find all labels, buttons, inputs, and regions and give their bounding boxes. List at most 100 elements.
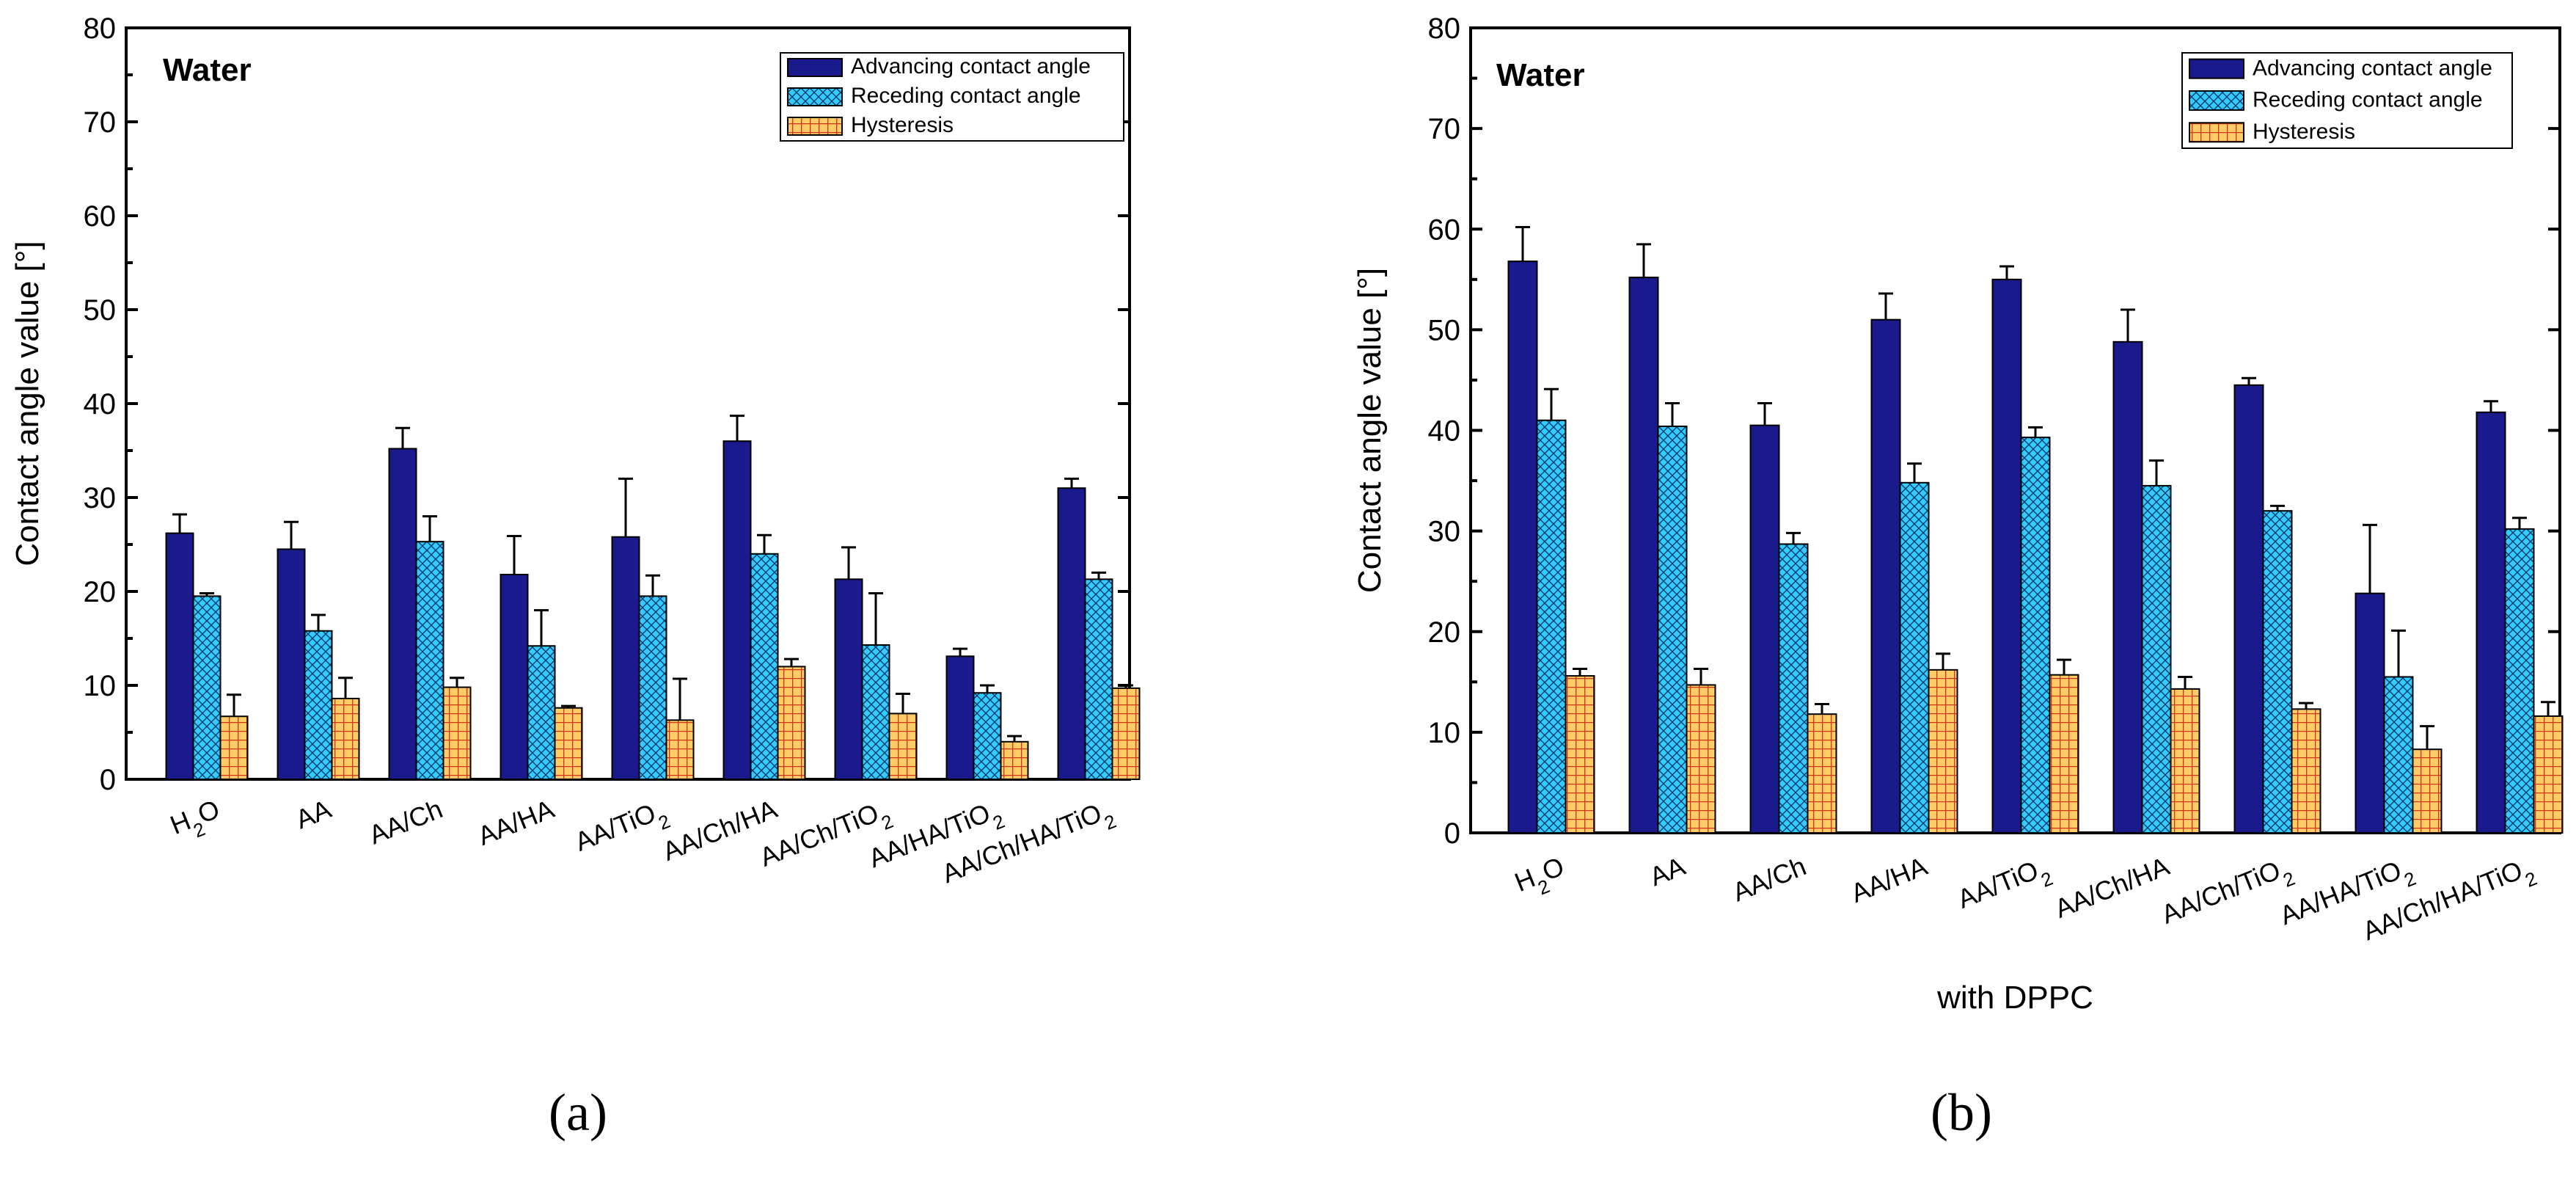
bar-hysteresis — [219, 715, 249, 780]
y-tick-label: 80 — [1428, 12, 1461, 45]
bar-hysteresis — [888, 713, 918, 781]
category-label: AA/Ch/HA — [2051, 850, 2173, 923]
bar-hysteresis — [2533, 715, 2564, 834]
y-tick-label: 50 — [1428, 314, 1461, 346]
category-label: AA/HA — [1846, 850, 1931, 908]
legend-swatch-hysteresis — [2189, 122, 2244, 143]
legend-swatch-hysteresis — [787, 117, 843, 136]
bar-hysteresis — [2291, 708, 2321, 834]
chart-b-caption: (b) — [1931, 1083, 1992, 1142]
legend-label-hysteresis: Hysteresis — [851, 113, 954, 137]
bar-receding — [1536, 419, 1567, 834]
bar-receding — [304, 630, 333, 781]
bar-advancing — [500, 573, 529, 781]
bar-hysteresis — [442, 686, 472, 780]
bar-advancing — [945, 655, 975, 780]
bar-advancing — [834, 578, 863, 780]
legend-label-advancing: Advancing contact angle — [2253, 56, 2492, 80]
bar-advancing — [722, 440, 752, 780]
bar-advancing — [1870, 318, 1901, 834]
y-tick-label: 60 — [1428, 214, 1461, 246]
bar-advancing — [1991, 278, 2022, 834]
legend-label-receding: Receding contact angle — [851, 84, 1081, 108]
bar-hysteresis — [1807, 713, 1837, 834]
legend-swatch-receding — [787, 87, 843, 106]
y-tick-label: 10 — [84, 670, 117, 702]
legend-label-hysteresis: Hysteresis — [2253, 120, 2355, 144]
chart-panel-a: 0 10 20 30 40 50 60 70 80 H2O AA AA/Ch AA/HA AA/TiO2 A… — [84, 12, 1141, 889]
chart-b-title: Water — [1496, 57, 1585, 93]
bar-advancing — [277, 548, 306, 781]
bar-hysteresis — [2049, 674, 2079, 834]
y-tick-label: 70 — [1428, 113, 1461, 145]
chart-a-title: Water — [163, 52, 252, 88]
bar-receding — [750, 553, 779, 780]
category-label: AA/HA — [473, 793, 558, 850]
bar-receding — [1657, 426, 1688, 834]
y-tick-label: 30 — [1428, 516, 1461, 548]
y-tick-label: 20 — [84, 576, 117, 608]
y-tick-label: 40 — [1428, 415, 1461, 448]
bar-hysteresis — [2170, 688, 2200, 834]
bar-receding — [527, 645, 556, 780]
y-tick-label: 40 — [84, 388, 117, 420]
bar-receding — [2383, 676, 2414, 834]
category-label: AA — [1645, 850, 1689, 892]
legend-swatch-advancing — [2189, 58, 2244, 79]
bar-hysteresis — [777, 666, 806, 781]
bar-hysteresis — [331, 697, 360, 780]
bar-hysteresis — [554, 707, 583, 780]
bar-receding — [973, 692, 1002, 780]
chart-a-ylabel: Contact angle value [°] — [10, 241, 45, 566]
legend-swatch-advancing — [787, 58, 843, 77]
bar-advancing — [1057, 487, 1086, 780]
category-label: AA/TiO2 — [571, 793, 673, 865]
category-label: H2O — [1510, 850, 1572, 906]
bar-receding — [2141, 484, 2172, 834]
category-label: AA/TiO2 — [1953, 850, 2056, 922]
bar-advancing — [1507, 260, 1538, 834]
bar-hysteresis — [1928, 668, 1958, 834]
bar-advancing — [2233, 384, 2264, 834]
bar-advancing — [2354, 592, 2385, 834]
bar-receding — [1899, 481, 1930, 834]
chart-a-caption: (a) — [549, 1083, 607, 1142]
y-tick-label: 0 — [1444, 817, 1460, 850]
category-label: H2O — [166, 793, 227, 849]
bar-receding — [192, 595, 222, 781]
bar-advancing — [388, 448, 417, 780]
category-label: AA/Ch/TiO2 — [2157, 850, 2298, 938]
y-tick-label: 20 — [1428, 616, 1461, 649]
bar-hysteresis — [2412, 748, 2443, 834]
bar-hysteresis — [1686, 684, 1716, 834]
bar-advancing — [611, 536, 640, 780]
y-tick-label: 70 — [84, 106, 117, 139]
chart-b-xlabel: with DPPC — [1936, 980, 2093, 1016]
bar-receding — [415, 541, 444, 780]
bar-receding — [861, 644, 890, 781]
bar-receding — [2020, 437, 2051, 834]
y-tick-label: 10 — [1428, 717, 1461, 749]
y-tick-label: 0 — [100, 764, 116, 796]
legend-label-receding: Receding contact angle — [2253, 88, 2483, 112]
bar-receding — [2504, 528, 2535, 834]
bar-receding — [638, 595, 667, 781]
bar-advancing — [1628, 277, 1659, 834]
bar-receding — [1084, 578, 1113, 780]
category-label: AA/Ch — [1728, 850, 1810, 907]
bar-hysteresis — [1111, 687, 1141, 781]
y-tick-label: 60 — [84, 200, 117, 233]
y-tick-label: 30 — [84, 482, 117, 514]
category-label: AA/Ch — [365, 793, 447, 850]
bar-advancing — [1749, 424, 1780, 834]
bar-hysteresis — [1000, 740, 1029, 780]
bar-advancing — [2112, 340, 2143, 834]
bar-hysteresis — [665, 719, 695, 780]
legend-swatch-receding — [2189, 90, 2244, 111]
category-label: AA — [291, 793, 335, 834]
y-tick-label: 50 — [84, 294, 117, 327]
bar-advancing — [165, 532, 194, 780]
bar-receding — [1778, 543, 1809, 834]
